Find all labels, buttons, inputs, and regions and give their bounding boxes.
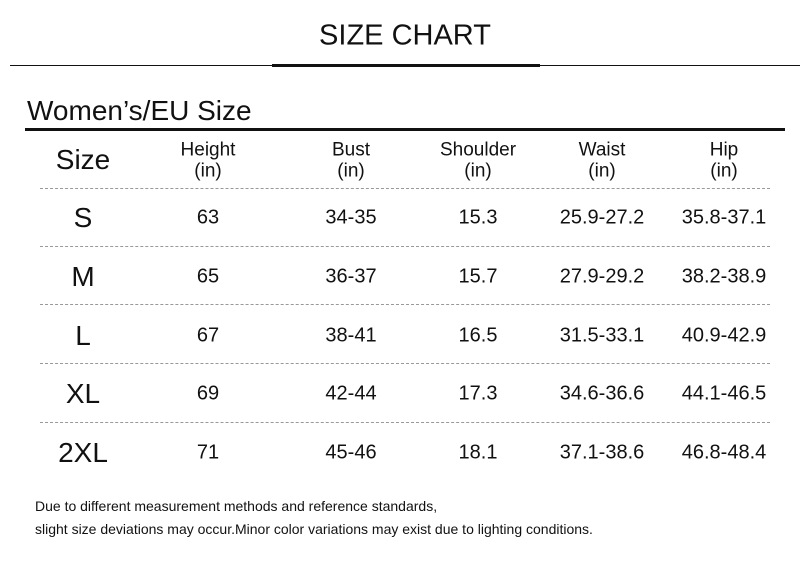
size-label: 2XL bbox=[58, 437, 108, 468]
measurement: 44.1-46.5 bbox=[681, 382, 767, 405]
size-label: M bbox=[71, 261, 95, 292]
column-unit: (in) bbox=[588, 160, 616, 182]
column-unit: (in) bbox=[337, 160, 365, 182]
measurement: 16.5 bbox=[458, 324, 498, 347]
row-divider bbox=[40, 304, 770, 305]
measurement: 45-46 bbox=[325, 441, 377, 464]
measurement: 18.1 bbox=[458, 441, 498, 464]
measurement: 71 bbox=[196, 441, 220, 464]
row-divider bbox=[40, 363, 770, 364]
row-divider bbox=[40, 246, 770, 247]
column-unit: (in) bbox=[464, 160, 492, 182]
measurement: 46.8-48.4 bbox=[681, 441, 767, 464]
size-label: L bbox=[75, 320, 91, 351]
title-rule-accent bbox=[272, 64, 540, 67]
measurement: 25.9-27.2 bbox=[559, 206, 645, 229]
note: Due to different measurement methods and… bbox=[35, 498, 438, 514]
measurement: 35.8-37.1 bbox=[681, 206, 767, 229]
measurement: 67 bbox=[196, 324, 220, 347]
measurement: 27.9-29.2 bbox=[559, 265, 645, 288]
measurement: 69 bbox=[196, 382, 220, 405]
column-header: Waist bbox=[578, 139, 626, 161]
measurement: 17.3 bbox=[458, 382, 498, 405]
column-header: Shoulder bbox=[439, 139, 517, 161]
note: slight size deviations may occur.Minor c… bbox=[35, 521, 593, 537]
measurement: 34.6-36.6 bbox=[559, 382, 645, 405]
measurement: 38.2-38.9 bbox=[681, 265, 767, 288]
column-header: Bust bbox=[331, 139, 371, 161]
size-label: XL bbox=[65, 378, 101, 409]
column-header: Hip bbox=[709, 139, 739, 161]
section-title: Women’s/EU Size bbox=[27, 95, 252, 126]
row-divider bbox=[40, 422, 770, 423]
measurement: 38-41 bbox=[325, 324, 377, 347]
column-header: Size bbox=[55, 144, 111, 175]
section-rule bbox=[25, 128, 785, 131]
measurement: 31.5-33.1 bbox=[559, 324, 645, 347]
measurement: 40.9-42.9 bbox=[681, 324, 767, 347]
measurement: 15.3 bbox=[458, 206, 498, 229]
measurement: 42-44 bbox=[325, 382, 377, 405]
page-title: SIZE CHART bbox=[319, 19, 491, 52]
measurement: 36-37 bbox=[325, 265, 377, 288]
column-unit: (in) bbox=[194, 160, 222, 182]
measurement: 34-35 bbox=[325, 206, 377, 229]
column-unit: (in) bbox=[710, 160, 738, 182]
row-divider bbox=[40, 188, 770, 189]
size-label: S bbox=[73, 202, 93, 233]
measurement: 65 bbox=[196, 265, 220, 288]
measurement: 15.7 bbox=[458, 265, 498, 288]
measurement: 37.1-38.6 bbox=[559, 441, 645, 464]
column-header: Height bbox=[180, 139, 236, 161]
measurement: 63 bbox=[196, 206, 220, 229]
